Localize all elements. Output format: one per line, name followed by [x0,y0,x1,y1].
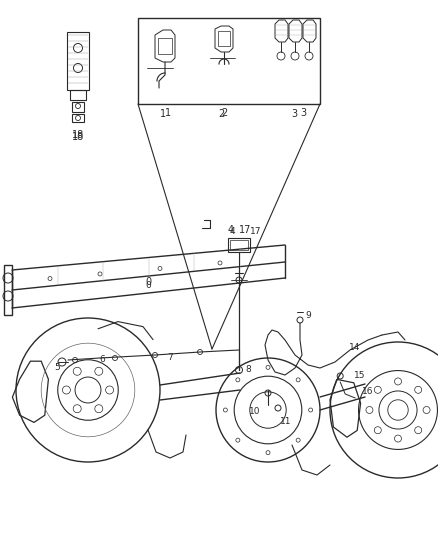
Bar [230,240,248,250]
Text: 2: 2 [218,109,224,119]
Text: 16: 16 [362,387,374,397]
Text: 17: 17 [250,228,262,237]
Text: 10: 10 [249,408,261,416]
Text: 1: 1 [160,109,166,119]
Text: 9: 9 [305,311,311,320]
Text: 5: 5 [54,364,60,373]
Text: 1: 1 [165,108,171,118]
Text: 8: 8 [245,366,251,375]
Text: 14: 14 [350,343,360,352]
Bar [228,238,250,252]
Text: 17: 17 [239,225,251,235]
Text: 18: 18 [72,132,84,142]
Text: 0: 0 [145,280,151,289]
Text: 15: 15 [354,370,366,379]
Text: 4: 4 [228,225,234,235]
Text: 11: 11 [280,417,292,426]
Text: 2: 2 [221,108,227,118]
Text: 3: 3 [291,109,297,119]
Text: 18: 18 [72,130,84,140]
Text: 0: 0 [145,277,151,287]
Text: 7: 7 [167,353,173,362]
Text: 3: 3 [300,108,306,118]
Text: 4: 4 [229,228,235,237]
Text: 6: 6 [99,356,105,365]
Bar [138,18,320,104]
